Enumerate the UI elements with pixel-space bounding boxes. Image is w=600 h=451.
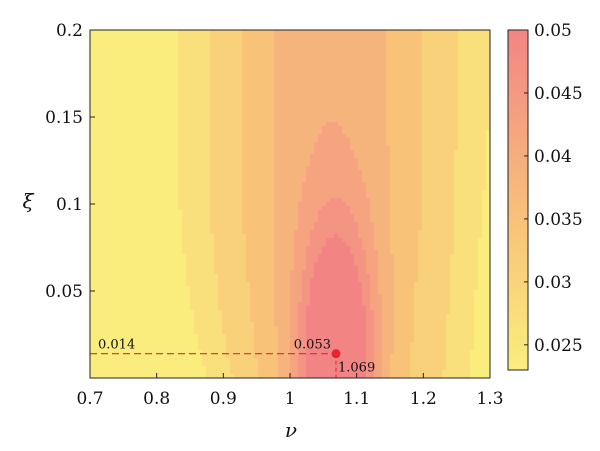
y-tick-label: 0.2 [56,21,83,41]
y-axis: 0.05 0.1 0.15 0.2 [45,21,95,302]
colorbar-tick-label: 0.03 [534,273,572,293]
colorbar-tick-label: 0.045 [534,84,583,104]
x-tick-label: 0.8 [143,389,170,409]
contour-field [90,30,491,379]
x-tick-label: 0.7 [76,389,103,409]
x-axis-label: ν [285,418,297,442]
colorbar: 0.025 0.03 0.035 0.04 0.045 0.05 [508,21,583,370]
optimum-value-label: 0.053 [294,338,331,353]
optimum-point [332,349,341,358]
x-tick-label: 1.1 [343,389,370,409]
y-tick-label: 0.05 [45,282,83,302]
colorbar-tick-label: 0.035 [534,210,583,230]
colorbar-tick-label: 0.025 [534,336,583,356]
x-tick-label: 1.2 [410,389,437,409]
colorbar-tick-label: 0.04 [534,147,572,167]
y-axis-label: ξ [22,189,34,213]
colorbar-tick-label: 0.05 [534,21,572,41]
x-tick-label: 1.3 [476,389,503,409]
optimum-xi-label: 0.014 [98,338,135,353]
y-tick-label: 0.15 [45,108,83,128]
x-tick-label: 0.9 [210,389,237,409]
colorbar-gradient [508,30,528,370]
y-tick-label: 0.1 [56,195,83,215]
x-tick-label: 1 [285,389,296,409]
